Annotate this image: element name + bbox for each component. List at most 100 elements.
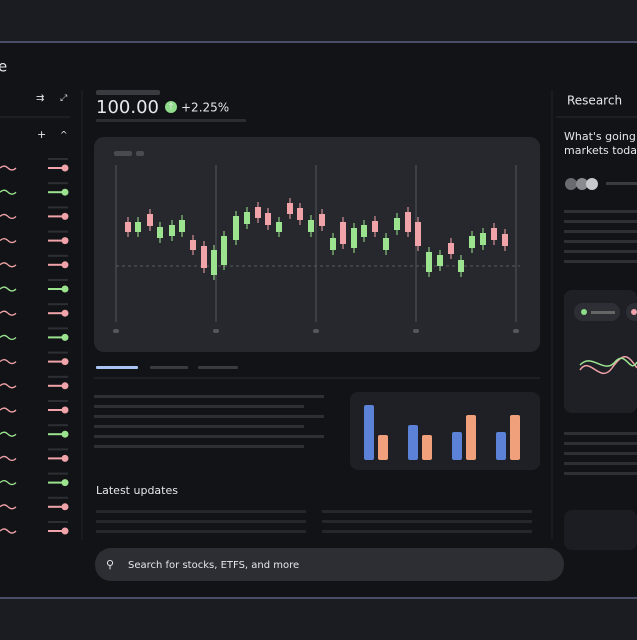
bar [364,405,374,460]
placeholder [591,311,615,314]
panel-title: Research [567,94,622,108]
candle-body [372,221,378,232]
bar [510,415,520,460]
candle-body [233,216,239,240]
sparkline [0,383,17,389]
toggle-knob [61,285,69,293]
candle-body [265,213,271,225]
up-icon [165,101,177,113]
icon[interactable]: + [37,128,46,141]
dot [413,329,419,333]
sparkline [0,213,17,220]
dot [113,329,119,333]
candle-body [147,214,153,226]
chart-panel [94,137,540,352]
sparkline [0,479,17,486]
app-title: e [0,58,7,76]
search-placeholder[interactable]: Search for stocks, ETFS, and more [128,560,299,571]
placeholder [48,158,68,160]
price-change: +2.25% [181,101,229,115]
watchlist [0,158,69,535]
placeholder [48,351,68,354]
candle-body [491,228,497,240]
placeholder [48,230,68,233]
tab[interactable] [198,366,238,369]
bar [452,432,462,460]
toggle-knob [61,527,69,535]
up-arrow: ↑ [167,103,175,113]
line-placeholder [564,260,637,263]
toggle-knob [61,358,69,366]
tab[interactable] [150,366,188,369]
candlestick-chart [113,165,519,333]
sparkline [0,455,17,462]
line-placeholder [322,530,532,533]
dot [213,329,219,333]
candle-body [426,252,432,272]
sparkline [0,165,17,171]
toggle-knob [61,430,69,438]
placeholder [48,375,68,378]
placeholder [48,521,68,523]
placeholder [48,182,68,185]
line-placeholder [94,415,324,418]
squiggle [579,356,637,375]
icon[interactable]: ^ [60,131,68,141]
sparkline [0,528,17,534]
toggle-knob [61,164,69,172]
placeholder [48,400,68,402]
line-placeholder [564,240,637,243]
candle-body [221,236,227,265]
candle-body [448,243,454,254]
placeholder [136,151,144,156]
candle-body [169,225,175,236]
candle-body [135,222,141,232]
toggle-knob [61,503,69,511]
candle-body [340,222,346,244]
sparkline [0,237,17,244]
question-line: markets today? [564,144,637,157]
icon[interactable]: ⤢ [59,94,67,104]
line-placeholder [94,445,304,448]
line-placeholder [564,210,637,213]
toggle-knob [61,237,69,245]
candle-body [415,222,421,246]
sparkline [0,358,17,365]
bar [466,415,476,460]
line-placeholder [564,220,637,223]
line-placeholder [322,510,532,513]
toggle-knob [61,309,69,317]
avatar [586,178,598,190]
toggle-knob [61,188,69,196]
icon[interactable]: ⇉ [36,93,44,104]
bar [378,435,388,460]
toggle-knob [61,333,69,341]
candle-body [351,228,357,248]
candle-body [394,218,400,230]
candle-body [125,222,131,232]
placeholder [48,303,68,306]
candle-body [297,208,303,220]
line-placeholder [564,250,637,253]
bar [496,432,506,460]
line-placeholder [94,395,324,398]
bar-panel [350,392,540,470]
dot [313,329,319,333]
line-placeholder [322,520,532,523]
toggle-knob [61,406,69,414]
avatar [576,178,588,190]
tab-active[interactable] [96,366,138,369]
line-placeholder [96,520,306,523]
candle-body [190,240,196,250]
line-placeholder [564,230,637,233]
line-placeholder [564,442,637,445]
placeholder [606,182,637,185]
candle-body [276,222,282,232]
placeholder [48,424,68,427]
search-box[interactable] [95,548,564,581]
toggle-knob [61,212,69,220]
sparkline [0,431,17,437]
placeholder [48,206,68,209]
bar-illustration [364,405,520,460]
